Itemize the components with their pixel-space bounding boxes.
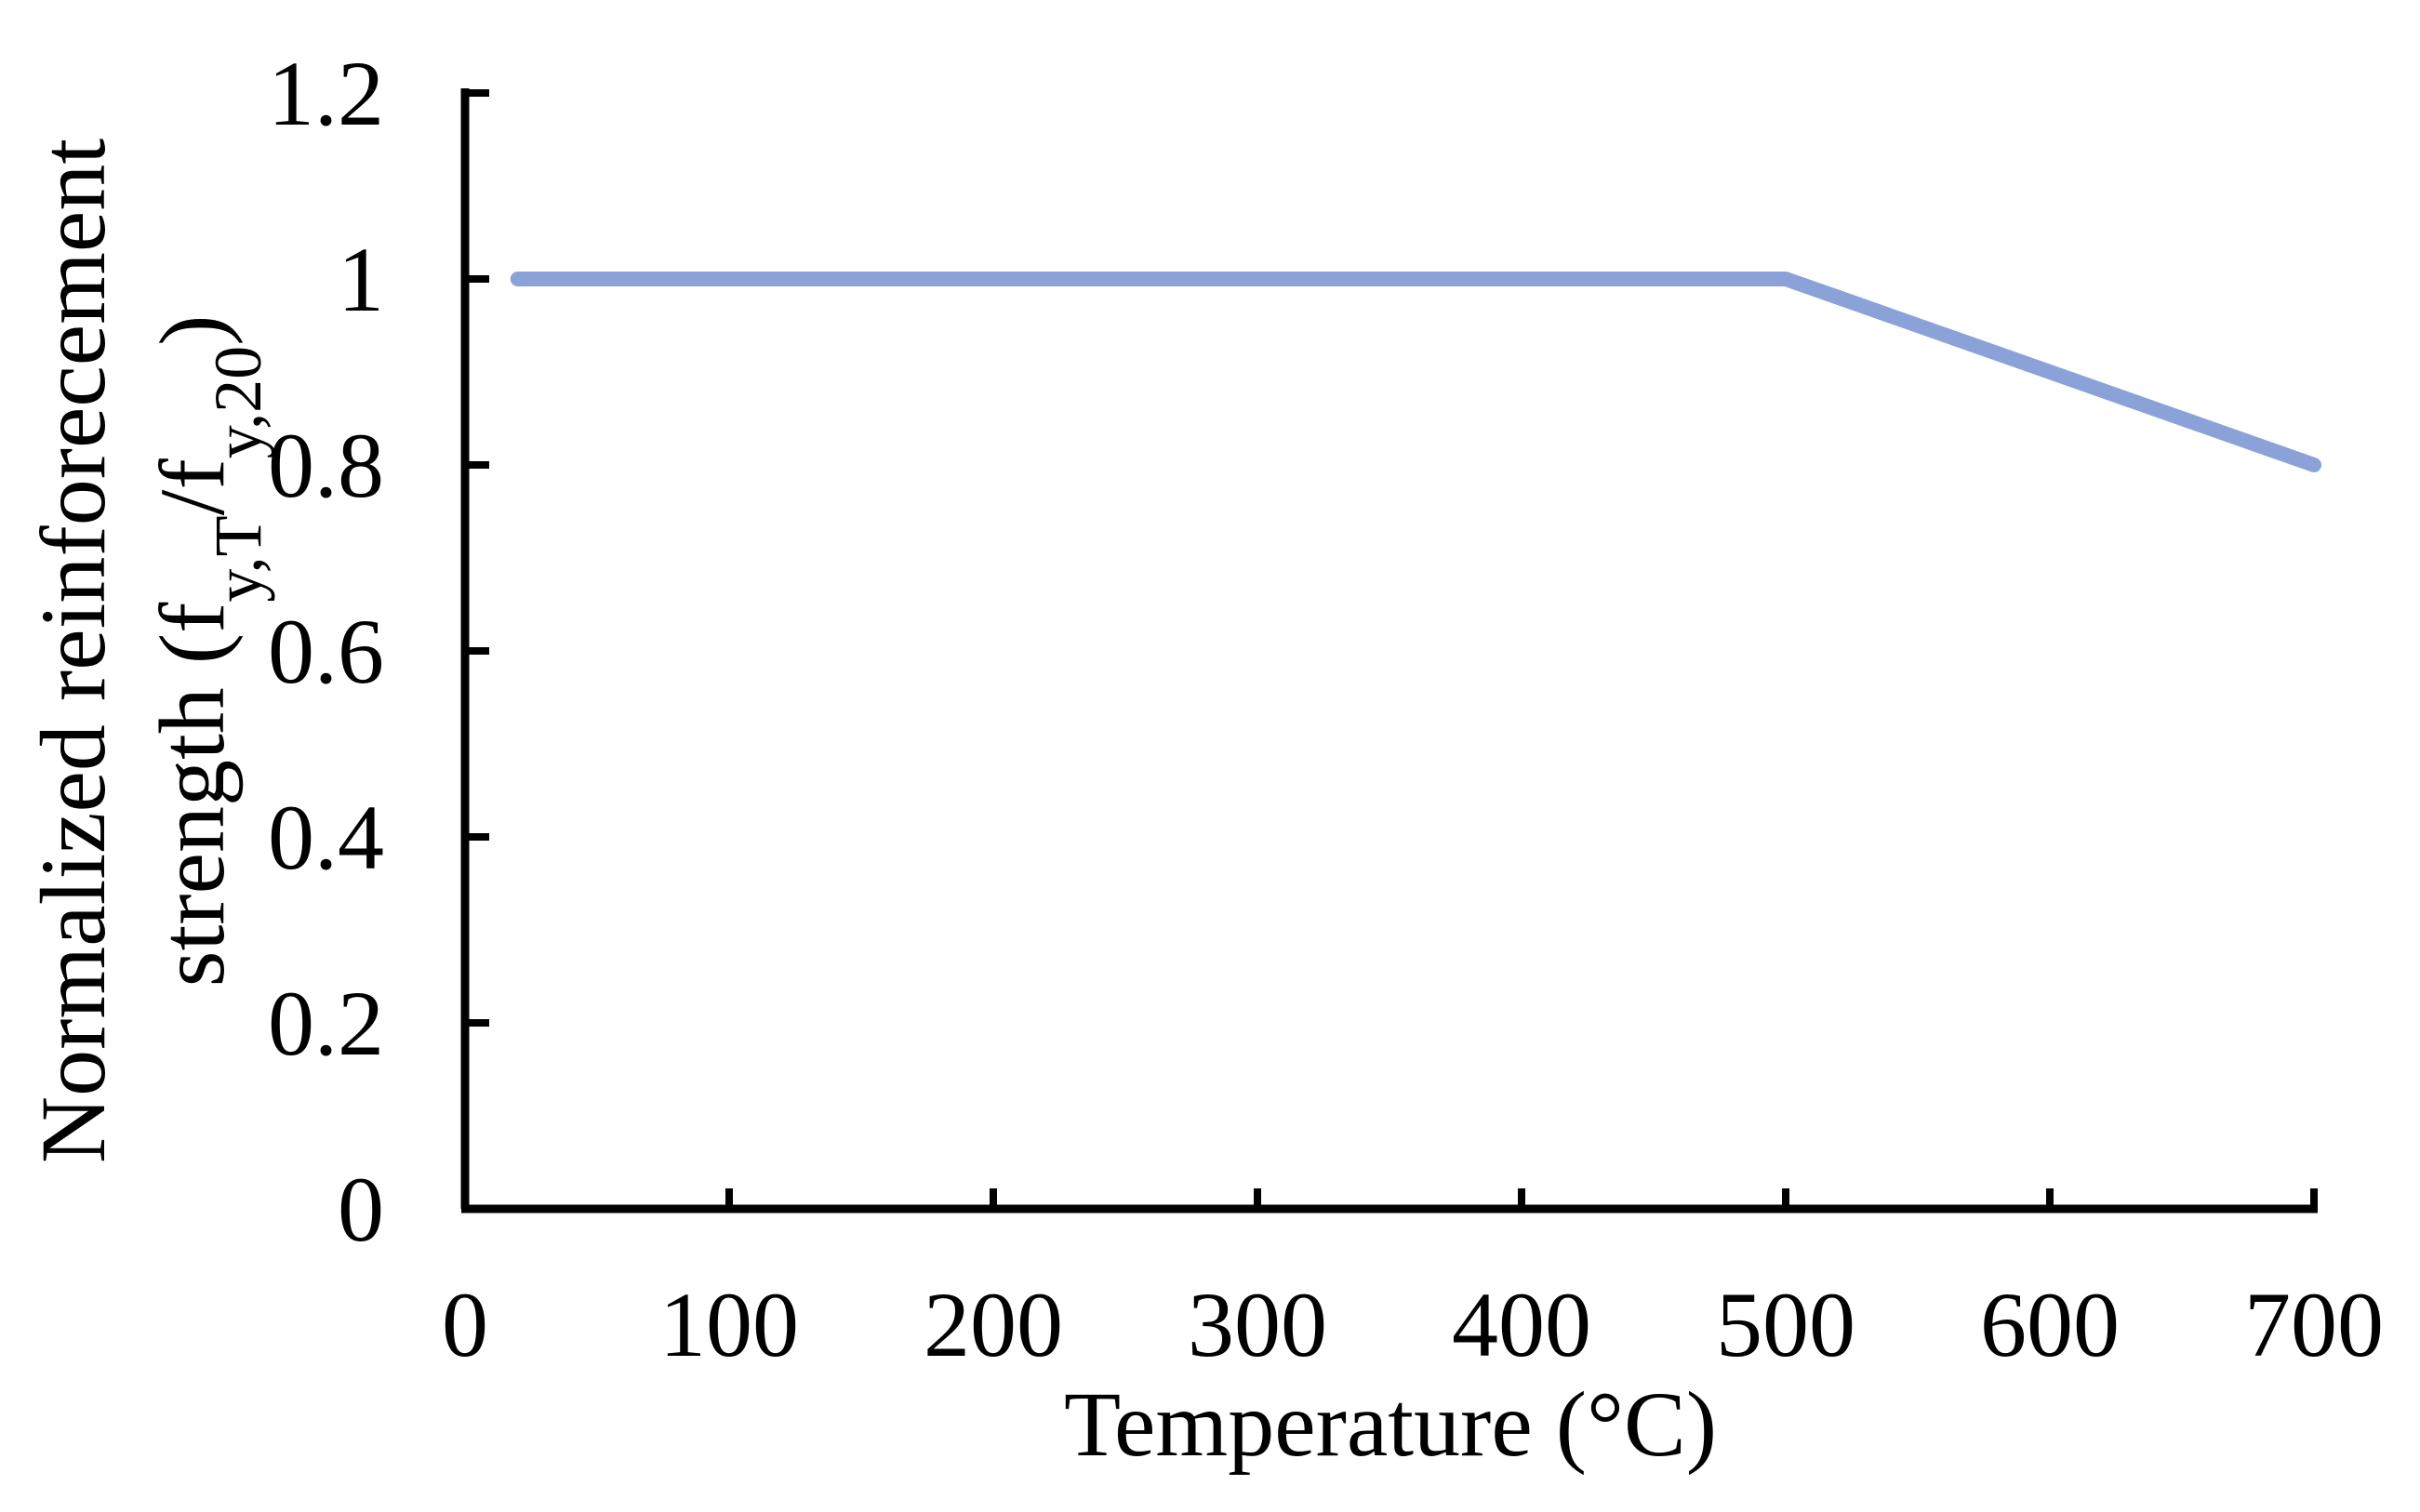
x-tick-label: 700 — [2244, 1273, 2384, 1376]
x-axis-ticks: 0 100 200 300 400 500 600 700 — [442, 1188, 2384, 1376]
x-tick-label: 100 — [659, 1273, 799, 1376]
series-line — [510, 272, 2321, 472]
x-tick-label: 500 — [1716, 1273, 1855, 1376]
x-axis-title: Temperature (°C) — [1064, 1373, 1717, 1476]
y-axis-title-sub2: y,20 — [201, 346, 275, 458]
y-tick-label: 0.6 — [268, 600, 384, 703]
x-tick-label: 600 — [1980, 1273, 2120, 1376]
y-axis-title-line1: Normalized reinforecement — [21, 139, 125, 1163]
y-tick-label: 0.4 — [268, 786, 384, 889]
y-tick-label: 1.2 — [268, 42, 384, 145]
y-tick-label: 0.2 — [268, 972, 384, 1075]
y-axis-title-line2: strength (fy,T/fy,20) — [140, 315, 275, 988]
y-axis-title-suffix: ) — [140, 315, 244, 346]
y-axis-title-slash: /f — [140, 458, 244, 516]
y-axis-ticks: 0 0.2 0.4 0.6 0.8 1 1.2 — [268, 42, 489, 1261]
y-tick-label: 0 — [338, 1158, 384, 1261]
y-axis-title-sub1: y,T — [201, 515, 275, 602]
y-tick-label: 1 — [338, 228, 384, 331]
y-axis-title-prefix: strength (f — [140, 602, 244, 987]
x-tick-label: 300 — [1188, 1273, 1327, 1376]
x-tick-label: 400 — [1452, 1273, 1591, 1376]
x-tick-label: 200 — [924, 1273, 1063, 1376]
x-tick-label: 0 — [442, 1273, 488, 1376]
y-tick-label: 0.8 — [268, 414, 384, 517]
plot-area — [510, 272, 2321, 472]
